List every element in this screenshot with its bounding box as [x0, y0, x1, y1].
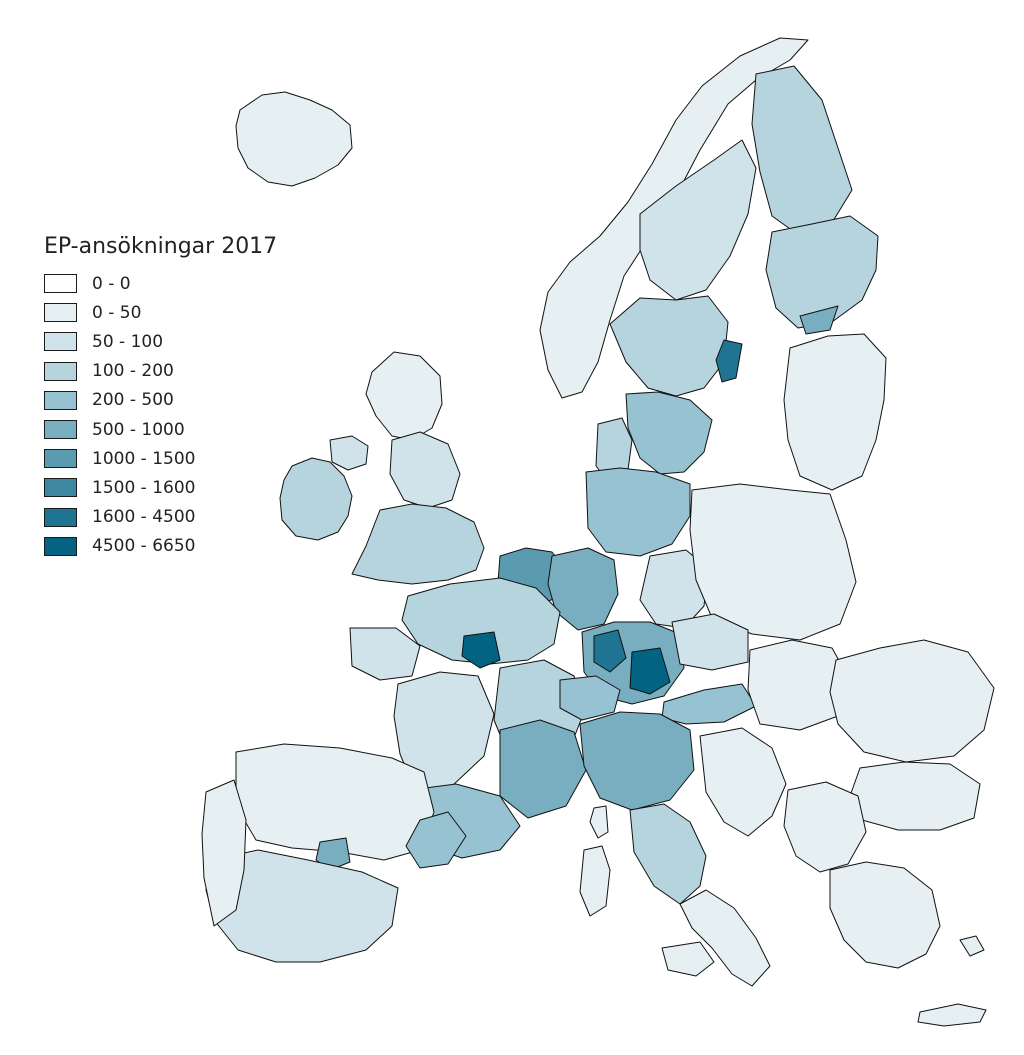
region-stuttgart — [593, 629, 627, 673]
region-stockholm — [715, 339, 743, 383]
region-finland-north — [751, 65, 853, 237]
region-baltics — [783, 333, 887, 491]
legend-entry: 200 - 500 — [44, 386, 277, 415]
region-northern-ireland — [329, 435, 369, 471]
region-munich — [629, 647, 671, 695]
legend-entry: 500 - 1000 — [44, 415, 277, 444]
region-sicily — [661, 941, 715, 977]
legend-label: 500 - 1000 — [92, 419, 185, 440]
region-iceland — [235, 91, 353, 187]
legend-swatch — [44, 507, 77, 527]
legend-swatch — [44, 536, 77, 556]
legend-entry: 1000 - 1500 — [44, 444, 277, 473]
legend-entry: 0 - 0 — [44, 269, 277, 298]
region-romania — [829, 639, 995, 763]
region-sardinia — [579, 845, 611, 917]
region-bulgaria — [849, 761, 981, 831]
legend-swatch — [44, 449, 77, 469]
region-greece — [829, 861, 941, 969]
region-poland — [689, 483, 857, 641]
legend-label: 0 - 50 — [92, 302, 142, 323]
legend-label: 4500 - 6650 — [92, 536, 196, 557]
legend-swatch — [44, 303, 77, 323]
region-italy-mid — [629, 803, 707, 905]
region-england-south — [351, 503, 485, 585]
legend-swatch — [44, 332, 77, 352]
region-corsica — [589, 805, 609, 839]
region-czechia — [671, 613, 749, 671]
region-balkans-west — [699, 727, 787, 837]
legend-entry: 0 - 50 — [44, 298, 277, 327]
map-legend: EP-ansökningar 2017 0 - 0 0 - 50 50 - 100 1… — [44, 234, 277, 561]
region-france-west — [393, 671, 495, 793]
legend-entry: 50 - 100 — [44, 327, 277, 356]
legend-label: 50 - 100 — [92, 331, 164, 352]
legend-swatch — [44, 478, 77, 498]
region-helsinki — [799, 305, 839, 335]
region-crete — [917, 1003, 987, 1027]
region-ireland — [279, 457, 353, 541]
map-regions — [201, 37, 995, 1027]
region-germany-north — [585, 467, 691, 557]
region-germany-east — [639, 549, 709, 629]
legend-label: 200 - 500 — [92, 390, 174, 411]
region-norway — [539, 37, 809, 399]
region-germany-west — [547, 547, 619, 631]
region-balkans-south — [783, 781, 867, 873]
legend-label: 1600 - 4500 — [92, 507, 196, 528]
legend-label: 0 - 0 — [92, 273, 131, 294]
region-madrid — [315, 837, 351, 871]
region-england-north — [389, 431, 461, 509]
legend-swatch — [44, 390, 77, 410]
region-catalonia — [405, 811, 467, 869]
region-rhone-alpes — [499, 719, 587, 819]
region-austria — [661, 683, 757, 725]
legend-label: 100 - 200 — [92, 361, 174, 382]
region-sweden-mid — [609, 295, 729, 397]
region-italy-north — [579, 711, 695, 811]
legend-label: 1500 - 1600 — [92, 477, 196, 498]
region-france-north — [401, 577, 561, 665]
region-sweden-north — [639, 139, 757, 301]
legend-entry: 1600 - 4500 — [44, 503, 277, 532]
legend-entry: 4500 - 6650 — [44, 532, 277, 561]
legend-title: EP-ansökningar 2017 — [44, 234, 278, 259]
region-scotland — [365, 351, 443, 441]
region-brittany — [349, 627, 421, 681]
region-finland-south — [765, 215, 879, 329]
legend-swatch — [44, 274, 77, 294]
legend-entries: 0 - 0 0 - 50 50 - 100 100 - 200 200 - 500 500… — [44, 269, 277, 561]
region-cyprus-islands — [959, 935, 985, 957]
legend-entry: 100 - 200 — [44, 357, 277, 386]
legend-entry: 1500 - 1600 — [44, 473, 277, 502]
legend-swatch — [44, 420, 77, 440]
region-sweden-south — [625, 391, 713, 475]
region-italy-south — [679, 889, 771, 987]
legend-label: 1000 - 1500 — [92, 448, 196, 469]
region-switzerland — [559, 675, 621, 721]
region-paris — [461, 631, 501, 669]
legend-swatch — [44, 361, 77, 381]
region-portugal — [201, 779, 247, 927]
